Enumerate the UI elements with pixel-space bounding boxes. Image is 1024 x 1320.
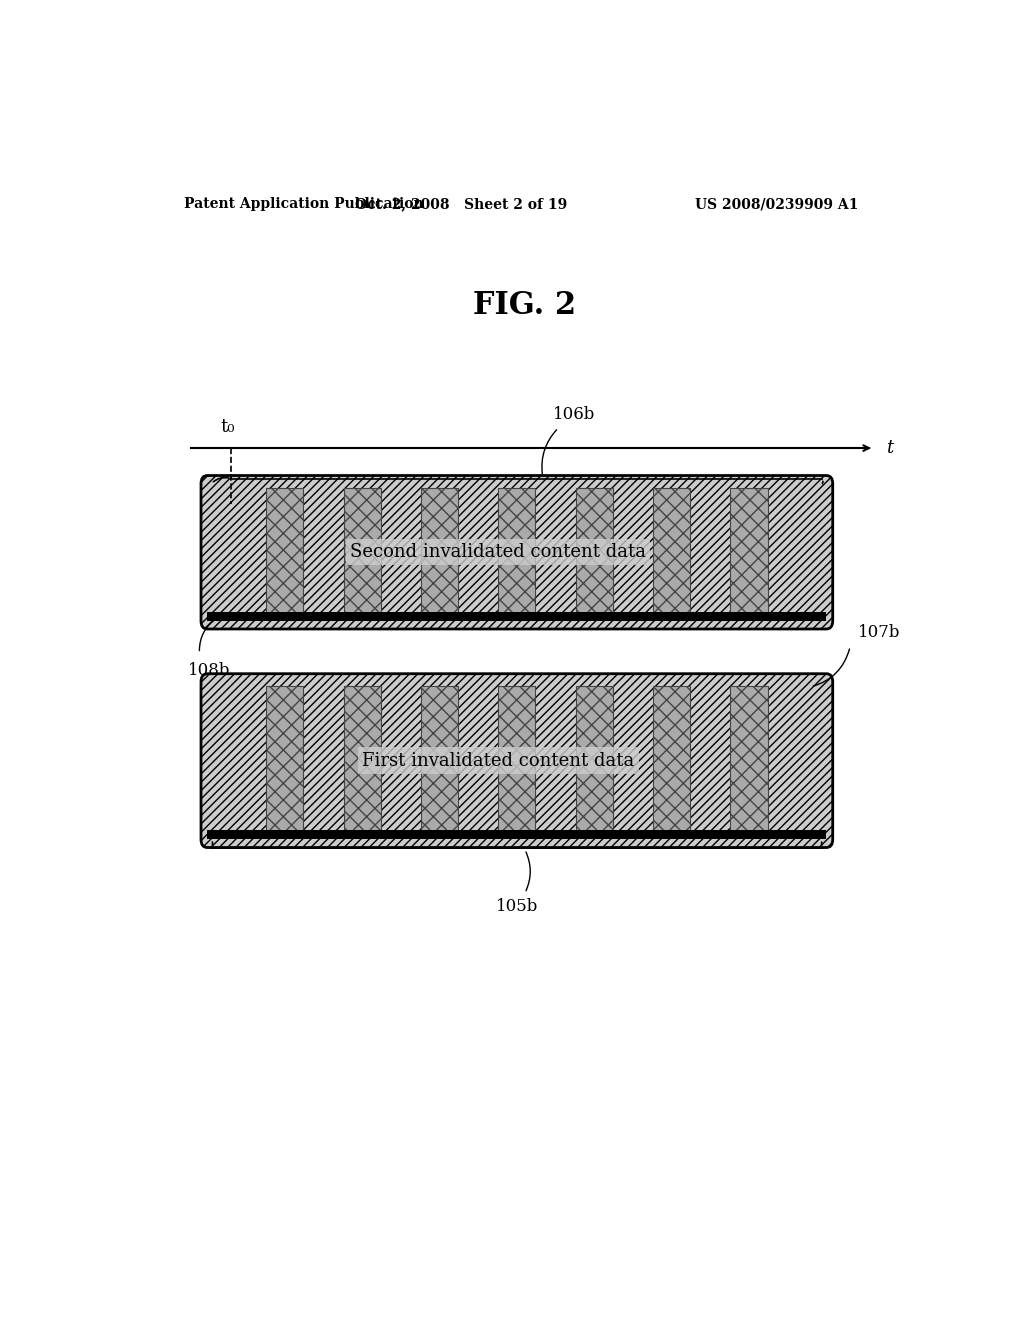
Bar xyxy=(207,830,826,840)
Text: 106b: 106b xyxy=(553,405,596,422)
Text: Second invalidated content data: Second invalidated content data xyxy=(350,544,646,561)
Bar xyxy=(575,487,612,616)
FancyBboxPatch shape xyxy=(201,673,833,847)
Bar xyxy=(653,686,690,836)
Bar xyxy=(207,611,826,620)
Bar xyxy=(421,686,458,836)
Text: FIG. 2: FIG. 2 xyxy=(473,290,577,321)
Text: 108b: 108b xyxy=(187,661,230,678)
Text: 105b: 105b xyxy=(496,899,538,915)
Text: US 2008/0239909 A1: US 2008/0239909 A1 xyxy=(694,197,858,211)
Bar xyxy=(730,686,768,836)
Bar xyxy=(499,487,536,616)
Text: Oct. 2, 2008   Sheet 2 of 19: Oct. 2, 2008 Sheet 2 of 19 xyxy=(355,197,567,211)
Bar xyxy=(421,487,458,616)
Text: t: t xyxy=(886,440,893,457)
Text: Patent Application Publication: Patent Application Publication xyxy=(183,197,423,211)
FancyBboxPatch shape xyxy=(201,475,833,630)
Bar xyxy=(653,487,690,616)
Bar xyxy=(575,686,612,836)
Bar xyxy=(343,686,381,836)
Text: First invalidated content data: First invalidated content data xyxy=(362,751,635,770)
Bar xyxy=(499,686,536,836)
Bar xyxy=(266,686,303,836)
Bar xyxy=(730,487,768,616)
Text: 107b: 107b xyxy=(858,624,901,642)
Text: t₀: t₀ xyxy=(220,418,234,436)
Bar xyxy=(343,487,381,616)
Bar xyxy=(266,487,303,616)
